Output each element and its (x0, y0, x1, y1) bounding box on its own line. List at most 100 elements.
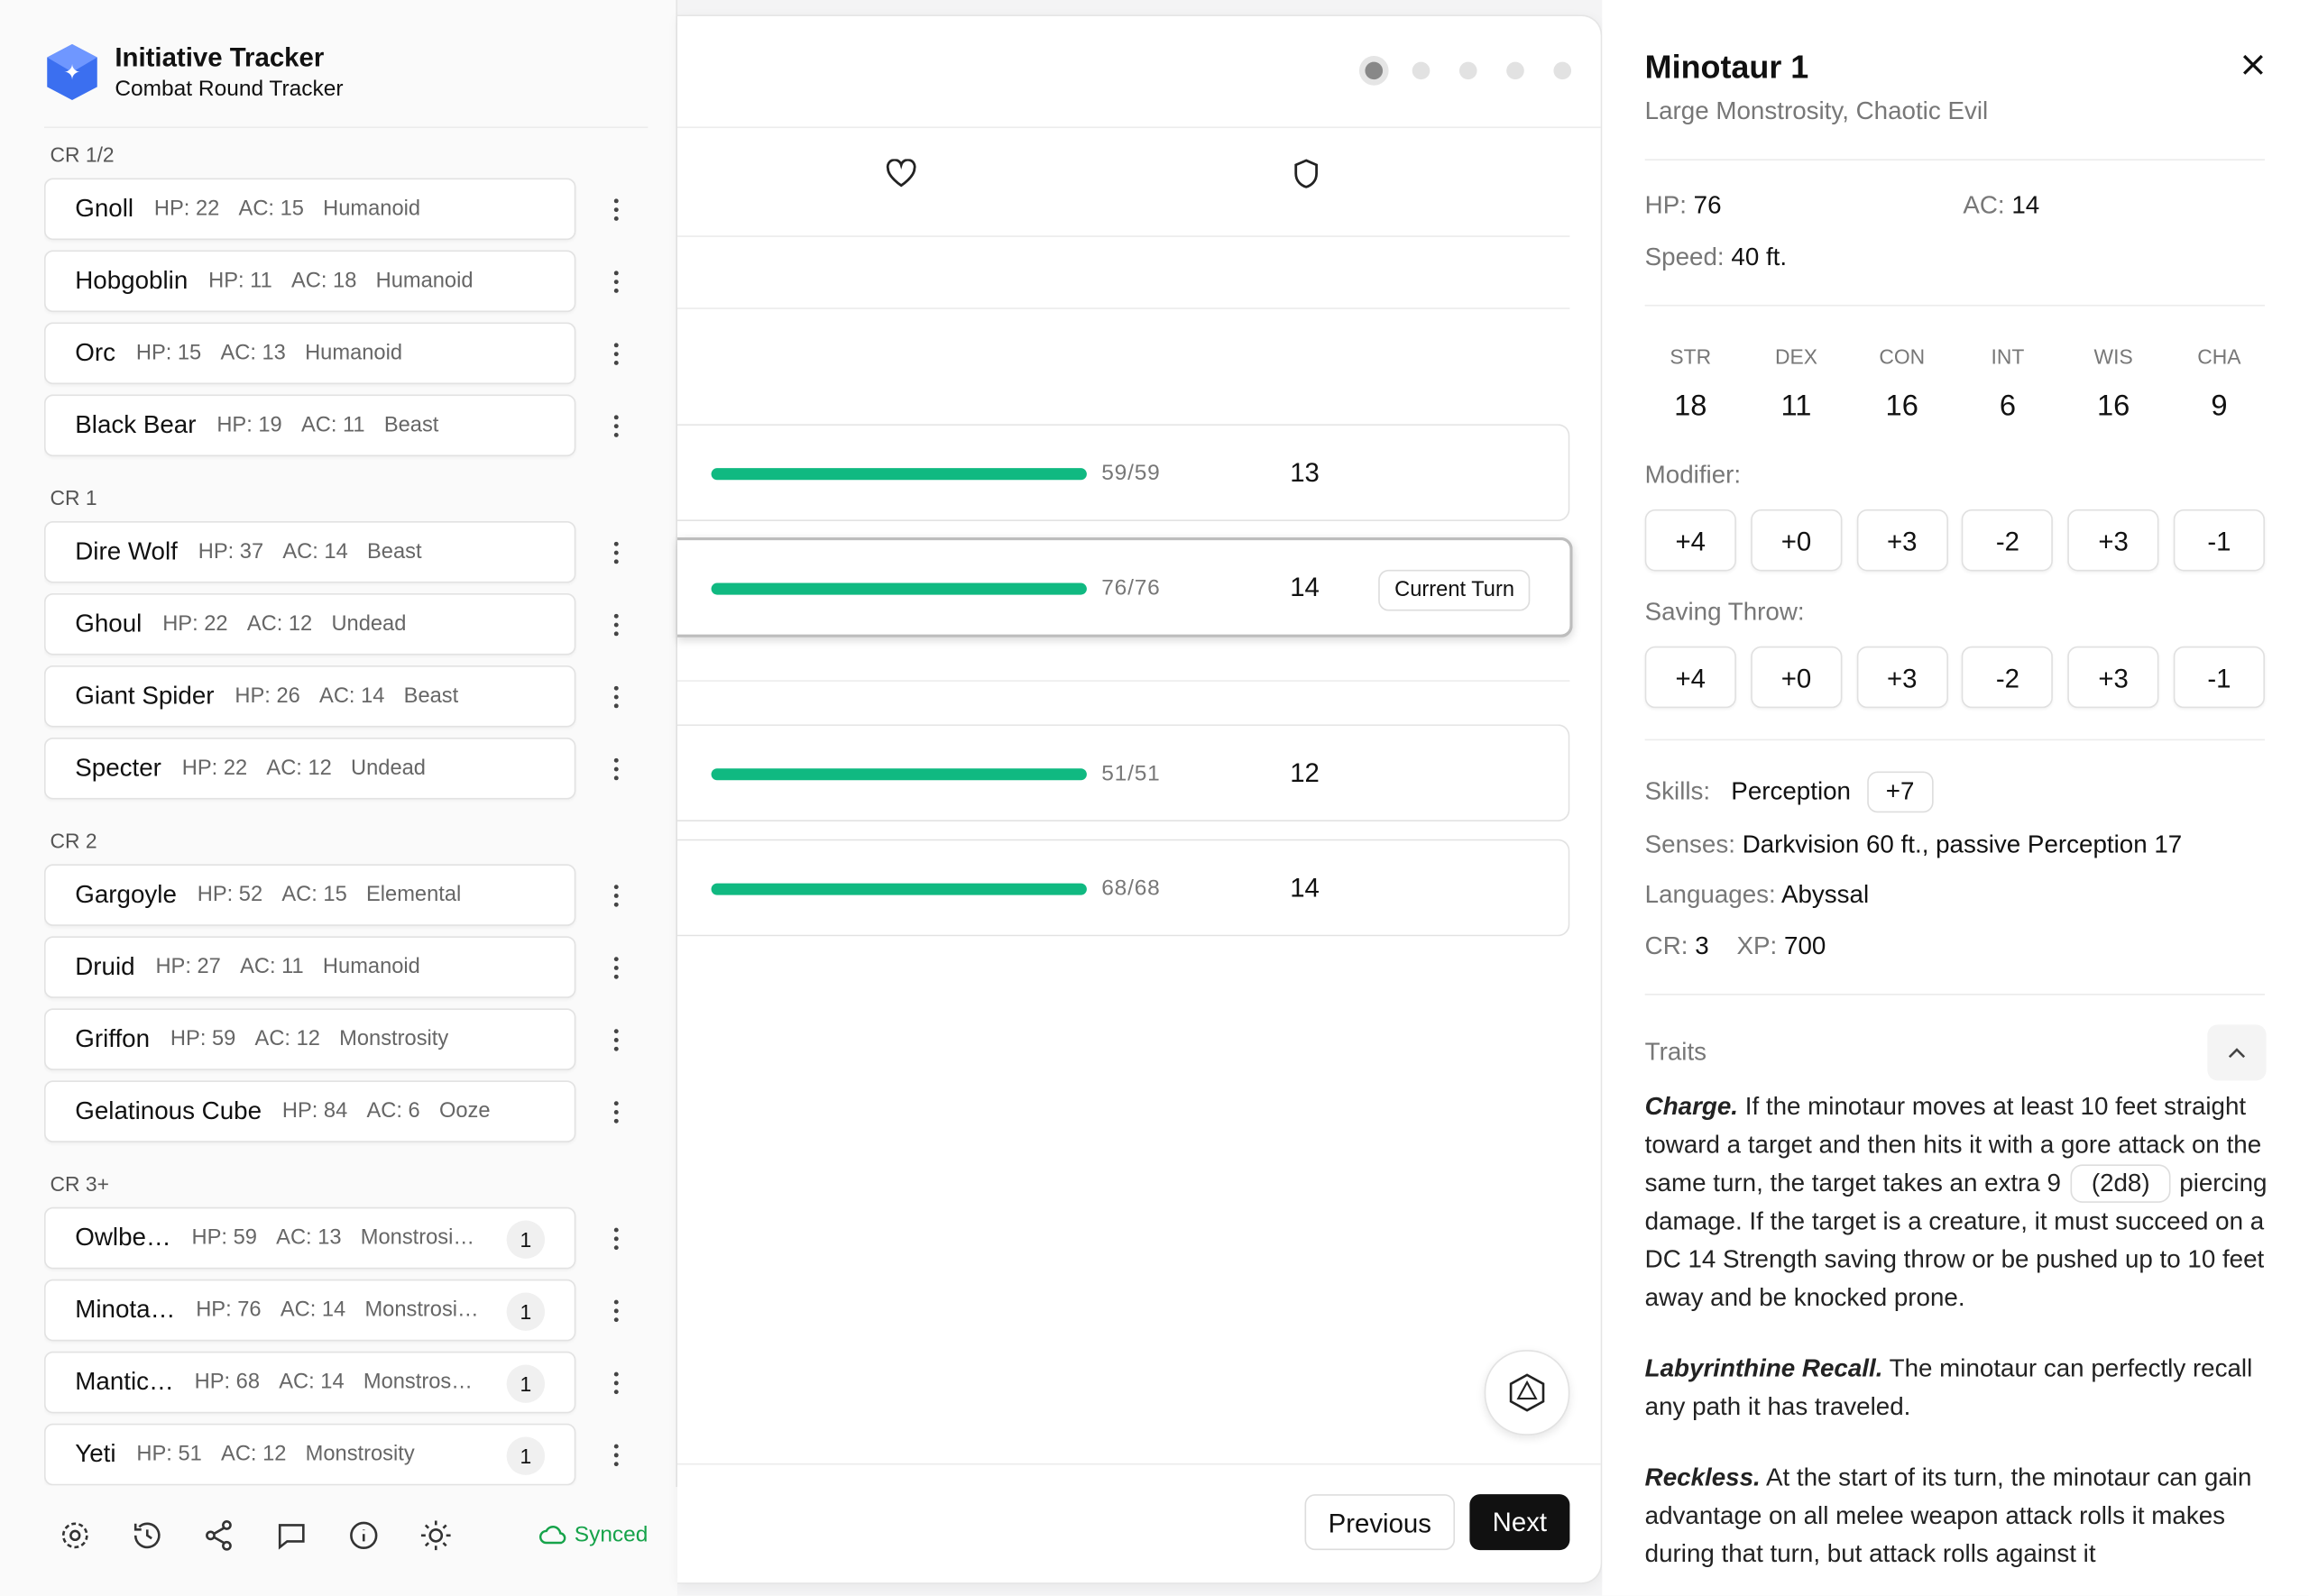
monster-card[interactable]: Giant Spider HP: 26 AC: 14 Beast (43, 665, 619, 728)
hp-text: 76/76 (1101, 575, 1161, 601)
more-menu[interactable] (613, 415, 619, 441)
monster-count: 1 (506, 1292, 546, 1331)
more-menu[interactable] (613, 957, 619, 983)
monster-ac: AC: 12 (254, 1027, 320, 1051)
more-menu[interactable] (613, 541, 619, 568)
save-label: Saving Throw: (1644, 597, 1805, 626)
close-button[interactable] (2241, 53, 2265, 77)
monster-card[interactable]: Ghoul HP: 22 AC: 12 Undead (43, 592, 619, 656)
monster-card[interactable]: Griffon HP: 59 AC: 12 Monstrosity (43, 1008, 619, 1070)
info-icon[interactable] (350, 1521, 378, 1550)
monster-card[interactable]: Hobgoblin HP: 11 AC: 18 Humanoid (43, 250, 619, 313)
monster-ac: AC: 13 (276, 1225, 342, 1251)
detail-panel: Minotaur 1 Large Monstrosity, Chaotic Ev… (1602, 0, 2309, 1596)
more-menu[interactable] (613, 1101, 619, 1127)
monster-ac: AC: 14 (319, 684, 385, 709)
monster-name: Black Bear (75, 410, 197, 439)
more-menu[interactable] (613, 198, 619, 225)
saving-throw: -1 (2173, 646, 2266, 709)
divider (677, 307, 1570, 309)
senses-label: Senses: (1644, 830, 1735, 858)
theme-icon[interactable] (420, 1520, 451, 1551)
roll-dice-button[interactable] (1484, 1350, 1570, 1435)
combatant-row[interactable]: 59/59 13 (677, 424, 1570, 521)
monster-card[interactable]: Druid HP: 27 AC: 11 Humanoid (43, 936, 619, 998)
more-menu[interactable] (613, 1227, 619, 1254)
ac-column-icon (1294, 159, 1318, 188)
monster-hp: HP: 19 (216, 413, 282, 437)
monster-card[interactable]: Specter HP: 22 AC: 12 Undead (43, 737, 619, 800)
ability-label: STR (1670, 344, 1712, 369)
monster-card[interactable]: Mantic… HP: 68 AC: 14 Monstros… 1 (43, 1351, 619, 1414)
more-menu[interactable] (613, 1444, 619, 1471)
monster-card[interactable]: Orc HP: 15 AC: 13 Humanoid (43, 322, 619, 385)
more-menu[interactable] (613, 685, 619, 712)
share-icon[interactable] (206, 1520, 232, 1551)
combatant-row[interactable]: 51/51 12 (677, 724, 1570, 822)
monster-card[interactable]: Gargoyle HP: 52 AC: 15 Elemental (43, 864, 619, 926)
page-dots (1358, 56, 1572, 86)
monster-list: CR 1/2 Gnoll HP: 22 AC: 15 Humanoid Hobgoblin… (43, 128, 663, 1486)
trait-text: At the start of its turn, the minotaur c… (1644, 1463, 2252, 1568)
monster-name: Orc (75, 338, 115, 367)
previous-button[interactable]: Previous (1304, 1494, 1456, 1551)
monster-type: Humanoid (323, 197, 421, 221)
traits: Charge. If the minotaur moves at least 1… (1645, 1088, 2271, 1596)
ability-score: 16 (2096, 390, 2130, 423)
more-menu[interactable] (613, 757, 619, 784)
saving-throw: +3 (2067, 646, 2159, 709)
modifier: +4 (1644, 509, 1736, 572)
turn-badge: Current Turn (1378, 569, 1531, 611)
monster-card[interactable]: Dire Wolf HP: 37 AC: 14 Beast (43, 520, 619, 583)
monster-name: Gnoll (75, 194, 134, 223)
monster-card[interactable]: Minota… HP: 76 AC: 14 Monstrosi… 1 (43, 1279, 619, 1342)
monster-hp: HP: 37 (198, 540, 264, 564)
monster-name: Yeti (75, 1439, 116, 1468)
monster-card[interactable]: Yeti HP: 51 AC: 12 Monstrosity 1 (43, 1423, 619, 1486)
more-menu[interactable] (613, 1029, 619, 1055)
group-label: CR 3+ (50, 1171, 109, 1196)
combatant-row[interactable]: 68/68 14 (677, 839, 1570, 937)
skill-bonus: +7 (1866, 771, 1934, 813)
dice-roll[interactable]: (2d8) (2070, 1164, 2171, 1203)
combatant-row[interactable]: 76/76 14 Current Turn (677, 537, 1573, 637)
ability-score: 6 (1999, 390, 2017, 423)
more-menu[interactable] (613, 1299, 619, 1326)
ability-score: 18 (1674, 390, 1707, 423)
monster-name: Giant Spider (75, 681, 215, 710)
more-menu[interactable] (613, 613, 619, 640)
more-menu[interactable] (613, 1371, 619, 1399)
xp-value: 700 (1784, 931, 1826, 960)
collapse-traits[interactable] (2207, 1024, 2267, 1081)
history-icon[interactable] (133, 1522, 161, 1549)
stat: Speed: 40 ft. (1645, 243, 1787, 272)
monster-ac: AC: 13 (220, 341, 286, 365)
next-button[interactable]: Next (1469, 1494, 1570, 1551)
monster-type: Monstrosi… (364, 1298, 479, 1323)
ability-score: 11 (1780, 390, 1812, 423)
svg-text:✦: ✦ (63, 60, 80, 84)
cr-value: 3 (1695, 931, 1709, 960)
monster-name: Mantic… (75, 1367, 174, 1396)
more-menu[interactable] (613, 885, 619, 911)
monster-card[interactable]: Black Bear HP: 19 AC: 11 Beast (43, 394, 619, 457)
monster-name: Owlbe… (75, 1223, 171, 1252)
divider (677, 126, 1601, 129)
monster-card[interactable]: Gelatinous Cube HP: 84 AC: 6 Ooze (43, 1080, 619, 1142)
ac-value: 14 (1290, 573, 1320, 602)
modifier: +3 (1856, 509, 1948, 572)
monster-card[interactable]: Gnoll HP: 22 AC: 15 Humanoid (43, 178, 619, 241)
more-menu[interactable] (613, 343, 619, 369)
settings-icon[interactable] (61, 1522, 88, 1549)
monster-type: Ooze (438, 1099, 491, 1124)
monster-hp: HP: 59 (191, 1225, 257, 1251)
stat-label: HP: (1644, 191, 1687, 220)
chat-icon[interactable] (278, 1524, 305, 1550)
more-menu[interactable] (613, 271, 619, 297)
divider (677, 680, 1570, 682)
toolbar-icons (61, 1520, 451, 1551)
monster-card[interactable]: Owlbe… HP: 59 AC: 13 Monstrosi… 1 (43, 1206, 619, 1270)
monster-ac: AC: 12 (266, 757, 332, 781)
ac-value: 14 (1290, 873, 1320, 903)
ability-label: DEX (1774, 344, 1817, 369)
